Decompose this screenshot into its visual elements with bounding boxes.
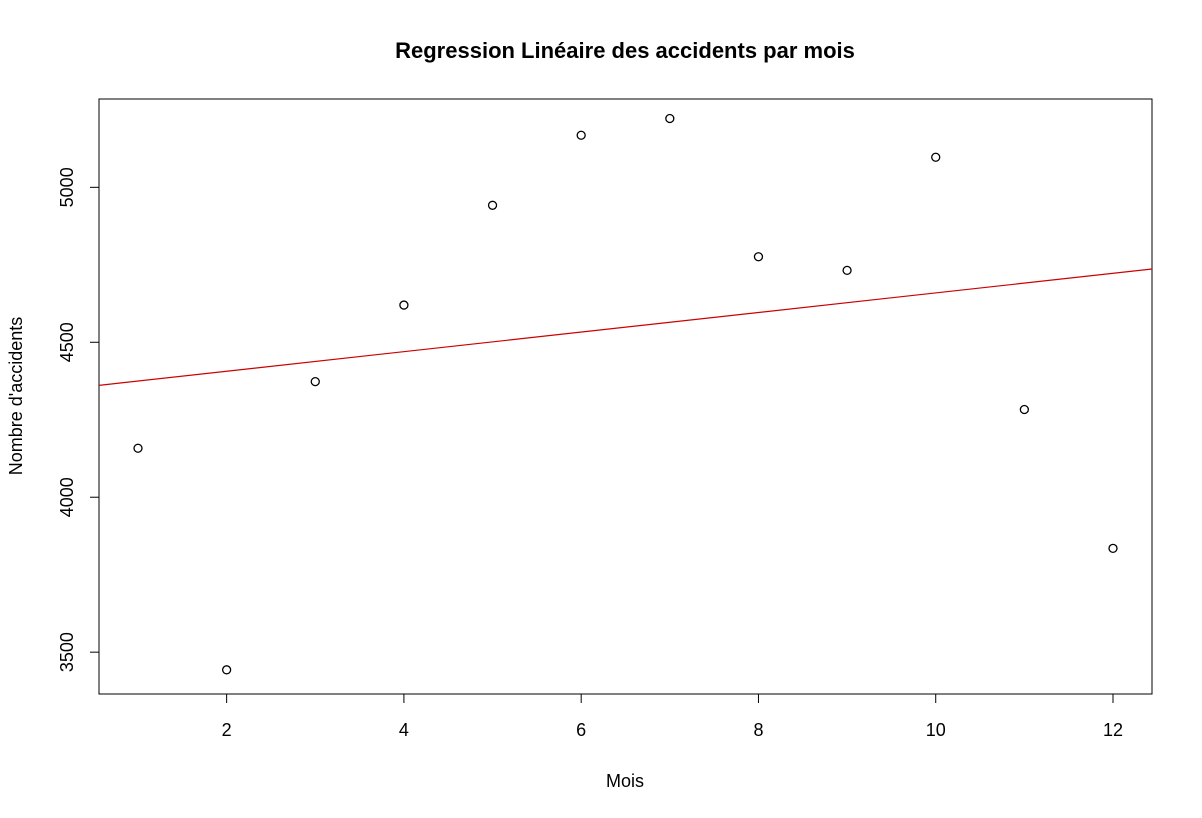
plot-frame xyxy=(98,98,1153,695)
x-tick-label: 12 xyxy=(1103,720,1123,740)
x-tick-label: 2 xyxy=(222,720,232,740)
x-axis-label: Mois xyxy=(606,771,644,791)
y-tick-label: 5000 xyxy=(57,167,77,207)
x-tick-label: 8 xyxy=(753,720,763,740)
data-point xyxy=(1019,404,1030,415)
data-point xyxy=(931,152,941,162)
x-tick-label: 10 xyxy=(926,720,946,740)
data-point xyxy=(665,113,675,124)
y-tick-label: 3500 xyxy=(57,632,77,672)
y-tick-label: 4500 xyxy=(57,322,77,362)
chart-title: Regression Linéaire des accidents par mo… xyxy=(395,38,855,63)
x-tick-label: 6 xyxy=(576,720,586,740)
data-point xyxy=(221,665,232,675)
data-point xyxy=(399,300,409,310)
regression-line xyxy=(99,268,1152,386)
y-axis-label: Nombre d'accidents xyxy=(6,317,26,476)
data-point xyxy=(1108,543,1118,553)
data-point xyxy=(487,200,498,210)
data-point xyxy=(576,130,586,140)
data-point xyxy=(753,252,764,262)
y-tick-label: 4000 xyxy=(57,477,77,517)
plot-area: 2 4 6 8 10 12 3500 4000 4500 5000 xyxy=(57,98,1153,740)
data-point xyxy=(310,376,320,387)
data-point xyxy=(842,265,852,276)
data-point xyxy=(133,443,143,453)
x-tick-label: 4 xyxy=(399,720,409,740)
